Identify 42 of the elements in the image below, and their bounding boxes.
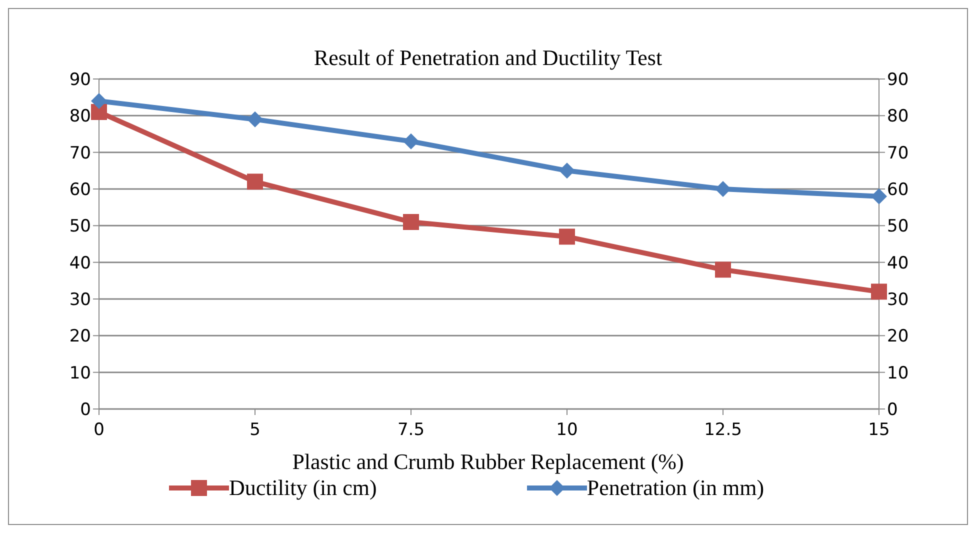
x-axis-title: Plastic and Crumb Rubber Replacement (%) (291, 449, 685, 475)
point (247, 111, 263, 128)
y2-tick-label: 90 (887, 70, 909, 90)
y2-tick-label: 40 (887, 253, 909, 274)
x-tick-label: 5 (250, 420, 260, 440)
y-tick-label: 60 (69, 180, 91, 200)
point (403, 214, 419, 230)
legend-label: Penetration (in mm) (586, 475, 764, 501)
y-tick-label: 20 (69, 326, 91, 347)
y2-tick-label: 0 (887, 400, 898, 420)
point (91, 93, 107, 109)
point (715, 262, 731, 278)
point (871, 188, 887, 204)
point (871, 284, 887, 300)
point (715, 181, 731, 197)
chart-title: Result of Penetration and Ductility Test (312, 45, 664, 71)
y-tick-label: 70 (69, 143, 91, 164)
x-tick-label: 12.5 (704, 420, 742, 440)
point (403, 133, 419, 150)
y-tick-label: 50 (69, 216, 91, 237)
x-tick-label: 10 (556, 420, 578, 440)
y-tick-label: 10 (69, 363, 91, 384)
point (247, 174, 263, 190)
y2-tick-label: 20 (887, 326, 909, 347)
y2-tick-label: 70 (887, 143, 909, 164)
y-tick-label: 40 (69, 253, 91, 274)
legend-label: Ductility (in cm) (229, 475, 377, 501)
x-tick-label: 0 (94, 420, 104, 440)
y2-tick-label: 60 (887, 180, 909, 200)
point (559, 162, 575, 179)
y2-tick-label: 80 (887, 106, 909, 127)
point (91, 104, 107, 120)
x-tick-label: 7.5 (397, 420, 425, 440)
y-tick-label: 80 (69, 106, 91, 127)
y2-tick-label: 30 (887, 290, 909, 310)
point (559, 228, 575, 245)
x-tick-label: 15 (868, 420, 890, 440)
y2-tick-label: 50 (887, 216, 909, 237)
y-tick-label: 30 (69, 290, 91, 310)
y2-tick-label: 10 (887, 363, 909, 384)
y-tick-label: 90 (69, 70, 91, 90)
y-tick-label: 0 (80, 400, 91, 420)
